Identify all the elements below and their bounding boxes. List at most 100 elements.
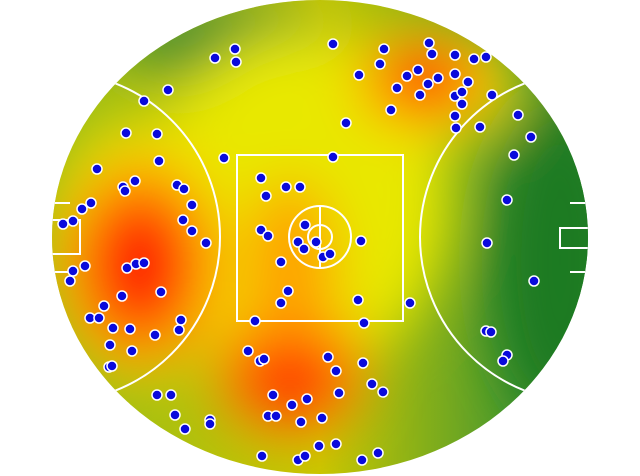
point xyxy=(356,454,368,466)
point xyxy=(173,324,185,336)
point xyxy=(324,248,336,260)
point xyxy=(116,290,128,302)
point xyxy=(385,104,397,116)
point xyxy=(286,399,298,411)
point xyxy=(468,53,480,65)
point xyxy=(186,225,198,237)
point xyxy=(330,438,342,450)
point xyxy=(301,393,313,405)
point xyxy=(377,386,389,398)
point xyxy=(106,360,118,372)
point xyxy=(282,285,294,297)
point xyxy=(456,86,468,98)
point xyxy=(218,152,230,164)
point xyxy=(295,416,307,428)
point xyxy=(322,351,334,363)
point xyxy=(153,155,165,167)
point xyxy=(313,440,325,452)
point xyxy=(378,43,390,55)
point xyxy=(178,183,190,195)
point xyxy=(391,82,403,94)
point xyxy=(333,387,345,399)
point xyxy=(260,190,272,202)
point xyxy=(512,109,524,121)
point xyxy=(366,378,378,390)
point xyxy=(299,450,311,462)
point xyxy=(508,149,520,161)
point xyxy=(422,78,434,90)
point xyxy=(486,89,498,101)
point xyxy=(177,214,189,226)
point xyxy=(209,52,221,64)
point xyxy=(79,260,91,272)
point xyxy=(355,235,367,247)
point xyxy=(401,70,413,82)
point xyxy=(327,38,339,50)
point xyxy=(270,410,282,422)
point xyxy=(462,76,474,88)
point xyxy=(327,151,339,163)
point xyxy=(298,243,310,255)
point xyxy=(528,275,540,287)
point xyxy=(480,51,492,63)
point xyxy=(374,58,386,70)
point xyxy=(426,48,438,60)
point xyxy=(85,197,97,209)
point xyxy=(432,72,444,84)
point xyxy=(165,389,177,401)
point xyxy=(449,68,461,80)
point xyxy=(474,121,486,133)
point xyxy=(91,163,103,175)
point xyxy=(258,353,270,365)
point xyxy=(357,357,369,369)
point xyxy=(151,389,163,401)
point xyxy=(412,64,424,76)
point xyxy=(299,219,311,231)
point xyxy=(149,329,161,341)
point xyxy=(186,199,198,211)
point xyxy=(262,230,274,242)
point xyxy=(525,131,537,143)
point xyxy=(169,409,181,421)
point xyxy=(230,56,242,68)
point xyxy=(155,286,167,298)
point xyxy=(330,365,342,377)
point xyxy=(255,172,267,184)
point xyxy=(294,181,306,193)
point xyxy=(124,323,136,335)
point xyxy=(372,447,384,459)
point xyxy=(481,237,493,249)
point xyxy=(162,84,174,96)
point xyxy=(352,294,364,306)
point xyxy=(175,314,187,326)
point xyxy=(358,317,370,329)
point xyxy=(256,450,268,462)
point xyxy=(67,215,79,227)
point xyxy=(423,37,435,49)
point xyxy=(151,128,163,140)
point xyxy=(340,117,352,129)
point xyxy=(275,297,287,309)
point xyxy=(267,389,279,401)
point xyxy=(200,237,212,249)
point xyxy=(353,69,365,81)
point xyxy=(57,218,69,230)
point xyxy=(501,194,513,206)
point xyxy=(242,345,254,357)
point xyxy=(229,43,241,55)
point xyxy=(98,300,110,312)
point xyxy=(249,315,261,327)
point xyxy=(138,95,150,107)
point xyxy=(120,127,132,139)
point xyxy=(126,345,138,357)
point xyxy=(179,423,191,435)
point xyxy=(414,89,426,101)
point xyxy=(67,265,79,277)
point xyxy=(449,110,461,122)
point xyxy=(64,275,76,287)
point xyxy=(93,312,105,324)
point xyxy=(107,322,119,334)
point xyxy=(104,339,116,351)
